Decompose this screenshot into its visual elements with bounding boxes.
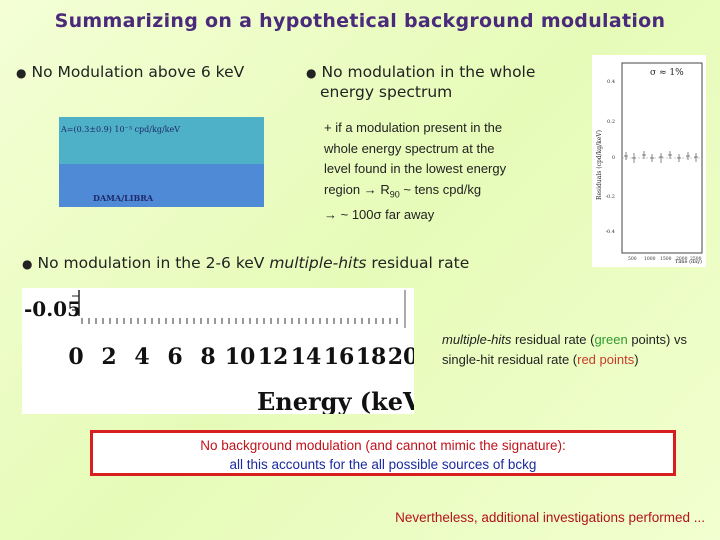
bullet-dot-icon: ●: [16, 66, 27, 80]
residuals-xlabel: Time (day): [675, 258, 702, 265]
note-line: → ~ 100σ far away: [324, 206, 435, 222]
bullet-text-line1: No modulation in the whole: [321, 63, 536, 81]
residual-points: [624, 151, 698, 163]
x-tick-label: 1500: [660, 256, 672, 262]
x-tick-label: 2000: [676, 256, 688, 262]
x-tick-label: 6: [167, 344, 182, 370]
x-tick-labels: 0 2 4 6 8 10 12 14 16 18 20: [68, 344, 418, 370]
x-tick-label: 4: [134, 344, 149, 370]
x-tick-label: 2: [101, 344, 116, 370]
multihits-caption: multiple-hits residual rate (green point…: [442, 332, 687, 367]
y-tick-label: -0.4: [605, 229, 615, 235]
conclusion-line1: No background modulation (and cannot mim…: [200, 438, 566, 453]
note-line: region → R90 ~ tens cpd/kg: [324, 181, 482, 200]
x-tick-label: 16: [324, 344, 355, 370]
sigma-annotation: σ ≈ 1%: [650, 68, 684, 78]
bullet-dot-icon: ●: [22, 257, 33, 271]
residuals-plot: Residuals (cpd/kg/keV) 0.4 0.2 0 -0.2 -0…: [592, 55, 706, 267]
bullet-no-modulation-above-6kev: ● No Modulation above 6 keV: [16, 63, 244, 81]
x-tick-label: 1000: [644, 256, 656, 262]
x-tick-label: 2500: [690, 256, 702, 262]
dama-libra-label: DAMA/LIBRA: [93, 193, 154, 203]
y-tick-label: 0.2: [607, 119, 615, 125]
modulation-plot: A=(0.3±0.9) 10⁻³ cpd/kg/keV DAMA/LIBRA: [59, 117, 264, 207]
x-tick-label: 12: [258, 344, 289, 370]
bullet-no-modulation-whole-spectrum: ● No modulation in the whole energy spect…: [306, 63, 535, 102]
multihits-xlabel: Energy (keV): [257, 387, 414, 414]
residuals-ylabel: Residuals (cpd/kg/keV): [596, 130, 603, 200]
x-tick-label: 500: [628, 256, 637, 262]
bullet-text-line2: energy spectrum: [320, 83, 453, 101]
conclusion-line2: all this accounts for the all possible s…: [229, 457, 537, 472]
conclusion-box: No background modulation (and cannot mim…: [90, 430, 676, 476]
multiple-hits-plot: -0.05 0 2 4 6 8 10 12 14 16 18 20 Energy…: [22, 288, 433, 416]
x-tick-label: 10: [225, 344, 256, 370]
note-line: + if a modulation present in the: [324, 120, 503, 135]
x-tick-label: 14: [291, 344, 322, 370]
bullet-no-modulation-multiple-hits: ● No modulation in the 2-6 keV multiple-h…: [22, 254, 470, 272]
note-line: whole energy spectrum at the: [324, 140, 495, 156]
zero-line-dashes: [81, 318, 398, 324]
x-tick-label: 0: [68, 344, 83, 370]
modulation-fit-text: A=(0.3±0.9) 10⁻³ cpd/kg/keV: [61, 125, 181, 134]
x-tick-label: 20: [388, 344, 414, 370]
footer-text: Nevertheless, additional investigations …: [395, 510, 705, 525]
y-tick-label: -0.05: [24, 297, 81, 321]
modulation-note: + if a modulation present in the whole e…: [324, 118, 539, 225]
x-tick-label: 8: [200, 344, 215, 370]
x-tick-label: 18: [356, 344, 387, 370]
bullet-dot-icon: ●: [306, 66, 317, 80]
y-tick-label: 0.4: [607, 79, 615, 85]
y-tick-label: 0: [612, 155, 615, 161]
slide-title: Summarizing on a hypothetical background…: [54, 10, 666, 32]
bullet-text: No Modulation above 6 keV: [31, 63, 245, 81]
note-line: level found in the lowest energy: [324, 161, 507, 176]
y-tick-label: -0.2: [605, 194, 615, 200]
